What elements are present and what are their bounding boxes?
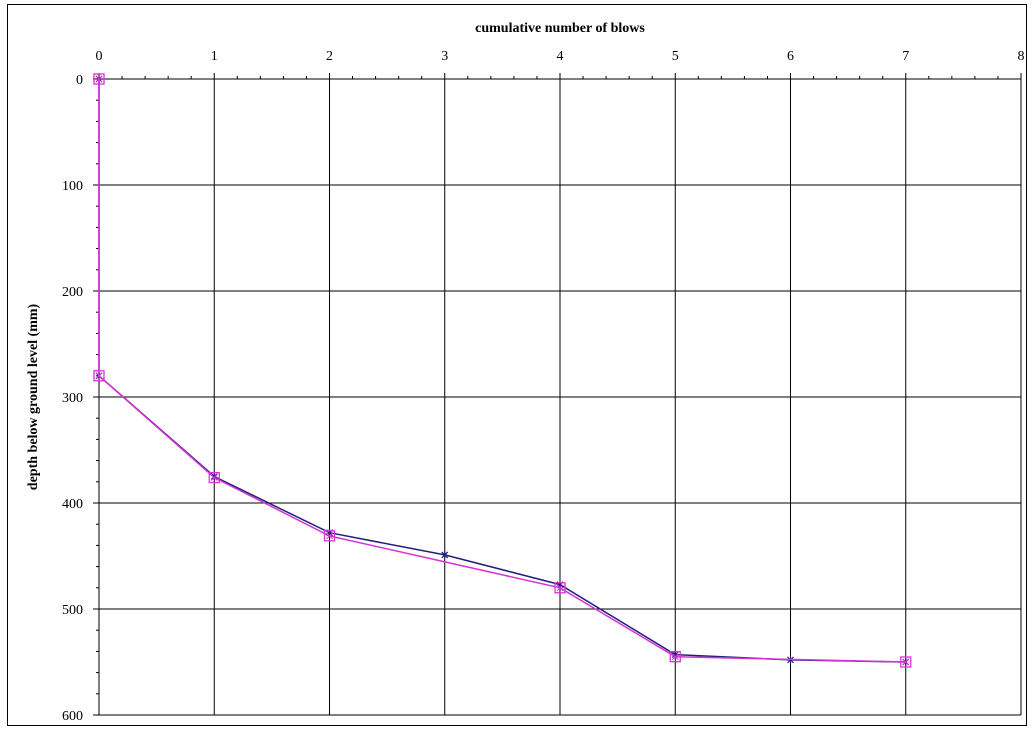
data-point [323,530,336,542]
y-tick-label: 100 [62,179,83,194]
axes: 0 1 2 3 4 5 6 7 8 0 100 200 300 400 500 600 [62,49,1025,724]
x-tick-label: 1 [211,49,218,64]
x-tick-label: 7 [902,49,909,64]
x-tick-label: 2 [326,49,333,64]
x-tick-label: 8 [1018,49,1025,64]
chart-frame [7,4,1027,726]
y-tick-label: 300 [62,391,83,406]
x-tick-label: 4 [557,49,564,64]
x-tick-label: 3 [441,49,448,64]
y-tick-label: 500 [62,603,83,618]
data-series [93,73,912,668]
y-tick-label: 0 [76,73,83,88]
x-tick-label: 5 [672,49,679,64]
data-point [93,370,105,382]
y-tick-label: 600 [62,709,83,724]
x-tick-label: 6 [787,49,794,64]
data-point [669,651,681,663]
data-point [93,73,105,85]
grid-lines [99,79,1022,716]
data-point [208,471,220,484]
y-tick-label: 200 [62,285,83,300]
y-tick-label: 400 [62,497,83,512]
series-line-2 [98,79,906,663]
data-point [900,656,912,668]
data-point [554,582,566,594]
data-point [441,551,449,559]
x-tick-label: 0 [96,49,103,64]
y-axis-title: depth below ground level (mm) [26,303,41,490]
x-axis-title: cumulative number of blows [475,21,645,36]
